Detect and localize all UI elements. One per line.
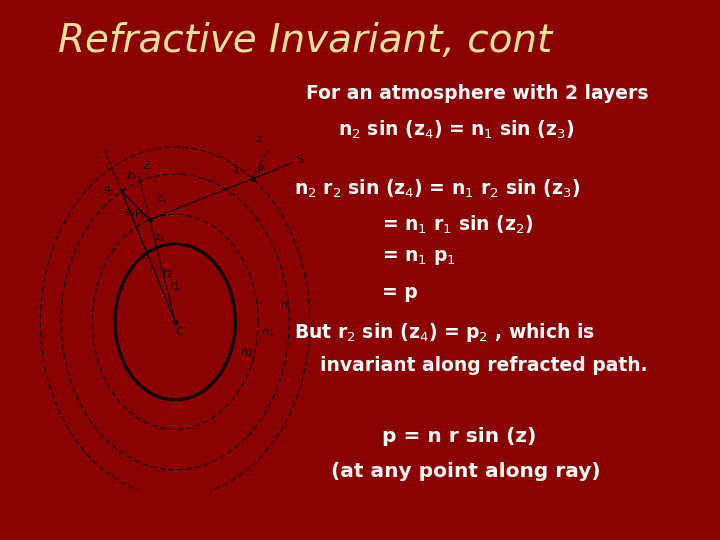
Text: r$_2$: r$_2$ bbox=[161, 267, 173, 280]
Text: p = n r sin (z): p = n r sin (z) bbox=[382, 427, 536, 446]
Text: P$_2$: P$_2$ bbox=[103, 184, 114, 198]
Text: invariant along refracted path.: invariant along refracted path. bbox=[320, 356, 648, 375]
Text: z$_3$: z$_3$ bbox=[126, 170, 137, 181]
Text: n$_2$ r$_2$ sin (z$_4$) = n$_1$ r$_2$ sin (z$_3$): n$_2$ r$_2$ sin (z$_4$) = n$_1$ r$_2$ si… bbox=[294, 178, 580, 200]
Text: n$_2$: n$_2$ bbox=[240, 348, 253, 359]
Text: = p: = p bbox=[382, 284, 418, 302]
Text: S: S bbox=[297, 155, 303, 165]
Text: z$_1$: z$_1$ bbox=[156, 193, 166, 205]
Text: P: P bbox=[258, 165, 264, 176]
Text: C: C bbox=[176, 327, 183, 338]
Text: (at any point along ray): (at any point along ray) bbox=[331, 462, 600, 481]
Text: z: z bbox=[257, 134, 262, 145]
Text: = n$_1$ p$_1$: = n$_1$ p$_1$ bbox=[382, 248, 456, 267]
Text: z$_4$: z$_4$ bbox=[124, 207, 135, 219]
Text: n: n bbox=[280, 300, 287, 310]
Text: But r$_2$ sin (z$_4$) = p$_2$ , which is: But r$_2$ sin (z$_4$) = p$_2$ , which is bbox=[294, 321, 595, 345]
Text: r$_1$: r$_1$ bbox=[168, 281, 180, 293]
Text: = n$_1$ r$_1$ sin (z$_2$): = n$_1$ r$_1$ sin (z$_2$) bbox=[382, 213, 533, 235]
Text: Refractive Invariant, cont: Refractive Invariant, cont bbox=[58, 22, 552, 59]
Text: n$_2$ sin (z$_4$) = n$_1$ sin (z$_3$): n$_2$ sin (z$_4$) = n$_1$ sin (z$_3$) bbox=[338, 119, 575, 141]
Text: P$_1$: P$_1$ bbox=[134, 207, 145, 221]
Text: z: z bbox=[234, 165, 239, 176]
Text: z$_2$: z$_2$ bbox=[153, 232, 164, 244]
Text: n$_1$: n$_1$ bbox=[261, 327, 274, 339]
Text: Z: Z bbox=[143, 161, 150, 171]
Text: For an atmosphere with 2 layers: For an atmosphere with 2 layers bbox=[306, 84, 649, 103]
